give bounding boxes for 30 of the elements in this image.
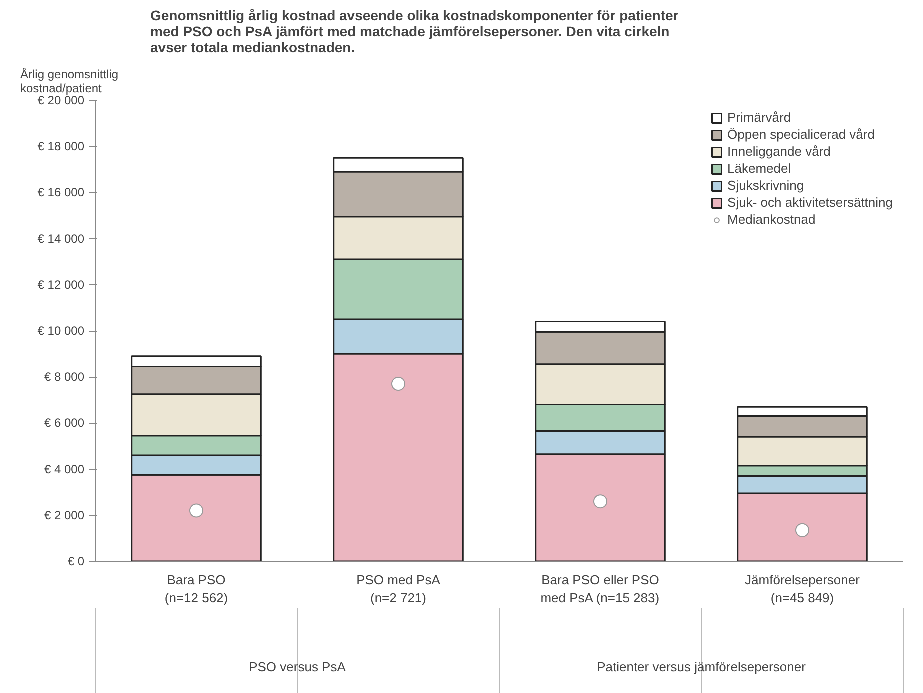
chart-title: Genomsnittlig årlig kostnad avseende olika kostnadskomponenter för patienter med PSO och PsA jämfört med matchade jämförelsepersoner. Den vita cirkeln avser totala mediankostnaden. xyxy=(150,8,680,56)
point xyxy=(594,494,608,509)
point xyxy=(796,523,810,538)
text: PSO versus PsA xyxy=(249,660,346,674)
y-tick-label: € 20 000 xyxy=(38,94,85,108)
y-tick-label: € 8 000 xyxy=(44,370,85,384)
x-tick-label: PSO med PsA (n=2 721) xyxy=(356,572,441,606)
x-tick-label: Bara PSO eller PSO med PsA (n=15 283) xyxy=(540,572,660,606)
legend-label: Sjukskrivning xyxy=(728,178,804,193)
legend-label: Primärvård xyxy=(728,110,792,125)
y-tick-label: € 0 xyxy=(68,554,85,568)
y-axis-title: Årlig genomsnittlig kostnad/patient xyxy=(20,68,119,96)
x-tick-label: Bara PSO (n=12 562) xyxy=(164,572,228,606)
point xyxy=(392,377,406,391)
legend-label: Inneliggande vård xyxy=(728,144,831,159)
y-tick-label: € 2 000 xyxy=(44,508,85,522)
legend-label: Öppen specialicerad vård xyxy=(728,127,875,142)
y-tick-label: € 12 000 xyxy=(38,278,85,292)
y-tick-label: € 14 000 xyxy=(38,232,85,246)
y-tick-label: € 10 000 xyxy=(38,324,85,338)
y-tick-label: € 18 000 xyxy=(38,140,85,154)
y-tick-label: € 16 000 xyxy=(38,186,85,200)
x-tick-label: Jämförelsepersoner (n=45 849) xyxy=(745,572,861,606)
legend-label: Sjuk- och aktivitetsersättning xyxy=(728,195,893,210)
point xyxy=(190,504,204,518)
legend-label: Läkemedel xyxy=(728,161,792,176)
y-tick-label: € 4 000 xyxy=(44,462,85,476)
y-tick-label: € 6 000 xyxy=(44,416,85,430)
legend-label: Mediankostnad xyxy=(728,212,816,227)
text: Patienter versus jämförelsepersoner xyxy=(597,660,807,674)
